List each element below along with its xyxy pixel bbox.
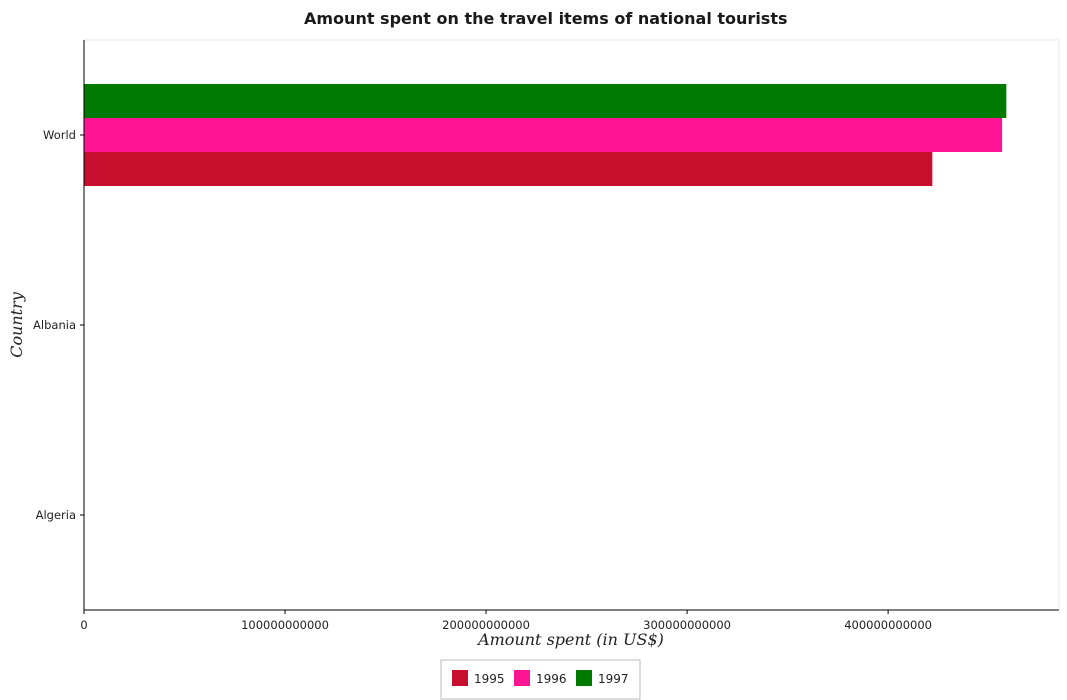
legend-swatch-1996 xyxy=(514,670,530,686)
x-tick-label: 300000000000 xyxy=(643,618,731,632)
bar-world-1997 xyxy=(84,84,1007,118)
y-tick-label: Albania xyxy=(33,318,76,332)
bar-world-1995 xyxy=(84,152,933,186)
x-tick-label: 400000000000 xyxy=(844,618,932,632)
x-tick-label: 100000000000 xyxy=(241,618,329,632)
legend-swatch-1997 xyxy=(576,670,592,686)
y-tick-label: World xyxy=(43,128,76,142)
legend-label-1997: 1997 xyxy=(598,672,629,686)
x-tick-label: 200000000000 xyxy=(442,618,530,632)
y-ticks: World Albania Algeria xyxy=(33,128,84,522)
legend-box xyxy=(440,659,641,700)
bars-layer xyxy=(84,84,1007,566)
bar-world-1996 xyxy=(84,118,1003,152)
legend-label-1995: 1995 xyxy=(474,672,505,686)
legend-swatch-1995 xyxy=(452,670,468,686)
chart-title: Amount spent on the travel items of nati… xyxy=(304,9,788,28)
legend-label-1996: 1996 xyxy=(536,672,567,686)
y-tick-label: Algeria xyxy=(36,508,76,522)
y-axis-label: Country xyxy=(7,291,26,358)
x-ticks: 0 100000000000 200000000000 300000000000 400… xyxy=(80,610,932,632)
legend: 1995 1996 1997 xyxy=(440,659,641,700)
x-axis-label: Amount spent (in US$) xyxy=(476,630,664,649)
x-tick-label: 0 xyxy=(80,618,87,632)
